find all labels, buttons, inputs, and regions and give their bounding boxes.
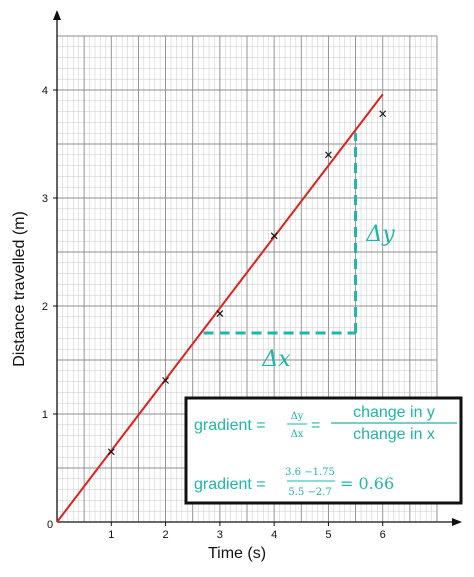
cross-stroke <box>379 110 387 118</box>
cross-stroke <box>325 151 332 159</box>
x-tick-label: 3 <box>217 529 223 541</box>
formula-line2-denominator: 5.5 −2.7 <box>288 487 331 498</box>
x-tick-label: 6 <box>380 529 386 541</box>
x-tick-label: 1 <box>108 529 114 541</box>
formula-box: gradient = Δy Δx = change in y change in… <box>184 396 463 505</box>
delta-y-label: Δy <box>365 222 395 247</box>
cross-stroke <box>270 232 278 240</box>
formula-frac2-numerator: change in y <box>353 404 435 421</box>
x-tick-label: 5 <box>325 529 331 541</box>
data-point-cross <box>379 110 387 118</box>
x-tick-label: 2 <box>163 529 169 541</box>
cross-stroke <box>216 310 224 317</box>
data-points <box>107 110 387 456</box>
formula-line2-label: gradient = <box>194 476 266 493</box>
formula-line1-label: gradient = <box>194 417 266 434</box>
line-of-best-fit <box>56 93 384 523</box>
formula-frac2-denominator: change in x <box>353 426 435 443</box>
formula-frac1-numerator: Δy <box>291 411 304 422</box>
x-axis-arrow <box>452 518 462 526</box>
y-tick-label: 3 <box>42 193 48 205</box>
y-axis-arrow <box>53 10 61 20</box>
formula-line2-numerator: 3.6 −1.75 <box>285 467 335 478</box>
data-point-cross <box>325 151 332 159</box>
y-tick-label: 4 <box>42 85 48 97</box>
data-point-cross <box>162 377 169 384</box>
cross-stroke <box>107 448 115 456</box>
gradient-triangle <box>203 133 358 335</box>
formula-line1-equals: = <box>311 417 320 434</box>
data-point-cross <box>107 448 115 456</box>
formula-line2-result: = 0.66 <box>340 474 394 493</box>
y-tick-label: 1 <box>42 409 48 421</box>
y-tick-label: 2 <box>42 301 48 313</box>
data-point-cross <box>270 232 278 240</box>
x-tick-label: 4 <box>271 529 277 541</box>
data-point-cross <box>216 310 224 317</box>
y-axis-title: Distance travelled (m) <box>11 211 28 367</box>
formula-box-frame <box>184 396 463 505</box>
origin-tick-label: 0 <box>47 519 53 531</box>
axes <box>53 10 462 526</box>
delta-x-label: Δx <box>261 347 291 372</box>
x-axis-title: Time (s) <box>208 545 266 562</box>
tick-labels: 0 1 2 3 4 5 6 1 2 3 4 <box>42 85 386 541</box>
cross-stroke <box>162 377 169 384</box>
formula-frac1-denominator: Δx <box>291 429 304 440</box>
